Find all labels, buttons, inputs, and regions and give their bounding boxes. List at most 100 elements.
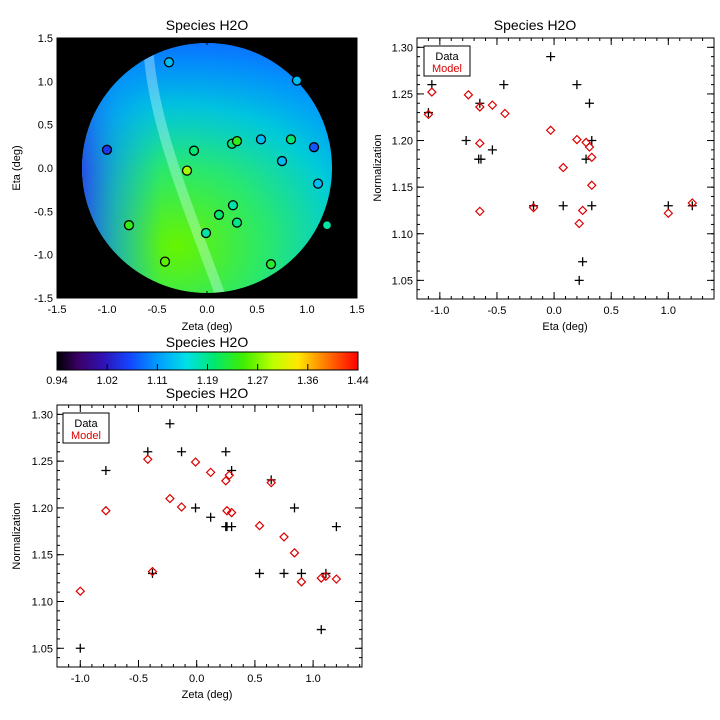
map-point (181, 165, 193, 176)
scatter-zeta-frame (56, 404, 363, 668)
model-point-diamond (577, 205, 588, 216)
map-point (276, 155, 288, 167)
scatter-eta-x-label: Eta (deg) (542, 321, 587, 333)
scatter-eta-title: Species H2O (494, 17, 577, 33)
model-point-diamond (101, 505, 111, 516)
scatter0-y-tick-label: 1.30 (392, 42, 413, 54)
map-x-tick-label: 0.0 (199, 304, 214, 316)
data-point-plus (321, 568, 331, 578)
model-point-diamond (316, 573, 327, 583)
scatter0-y-tick-label: 1.25 (392, 89, 413, 101)
scatter0-y-tick-label: 1.15 (392, 182, 413, 194)
model-point-diamond (687, 198, 698, 208)
model-point-diamond (474, 138, 485, 149)
data-point-plus (572, 80, 582, 90)
scatter1-y-tick-label: 1.20 (32, 503, 53, 515)
map-point (231, 217, 243, 228)
data-point-plus (476, 154, 486, 164)
scatter-zeta-legend: Data Model (62, 412, 110, 444)
model-point-diamond (147, 566, 158, 577)
map-y-tick-label: 1.0 (38, 76, 53, 88)
scatter1-y-tick-label: 1.25 (32, 456, 53, 468)
map-point (188, 145, 200, 156)
map-point (308, 142, 320, 153)
map-x-tick-label: -1.5 (48, 304, 67, 316)
map-disk (82, 43, 332, 293)
scatter-zeta-x-axis: -1.0 -0.5 0.0 0.5 1.0 (68, 405, 361, 685)
data-point-plus (584, 98, 594, 108)
map-point (231, 135, 243, 147)
scatter0-y-tick-label: 1.10 (392, 229, 413, 241)
data-point-plus (529, 201, 539, 211)
model-point-diamond (142, 454, 153, 465)
data-point-plus (177, 447, 187, 457)
model-point-diamond (190, 457, 201, 467)
map-x-tick-label: 0.5 (249, 304, 264, 316)
scatter-zeta-y-label: Normalization (11, 502, 23, 569)
scatter1-x-tick-label: 0.0 (189, 673, 204, 685)
scatter0-x-tick-label: 1.0 (661, 305, 676, 317)
scatter0-x-tick-label: -0.5 (487, 305, 506, 317)
colorbar-tick-label: 1.27 (247, 375, 268, 387)
scatter-zeta-legend-model: Model (71, 430, 101, 442)
data-point-plus (587, 201, 597, 211)
data-point-plus (316, 625, 326, 635)
model-point-diamond (205, 467, 216, 478)
map-points (101, 57, 333, 270)
model-point-diamond (474, 102, 485, 112)
scatter-eta-panel: Species H2O -1.0 -0.5 0.0 0.5 1.0 1.051.101.… (372, 17, 715, 333)
model-point-diamond (584, 142, 595, 152)
scatter-zeta-title: Species H2O (166, 385, 249, 401)
data-point-plus (227, 522, 237, 532)
scatter-zeta-panel: Species H2O -1.0 -0.5 0.0 0.5 1.0 1.051.101.… (11, 385, 363, 701)
map-point (227, 200, 239, 211)
data-point-plus (687, 201, 697, 211)
map-point (291, 75, 303, 86)
model-point-diamond (586, 180, 597, 191)
data-point-plus (574, 275, 584, 285)
model-point-diamond (266, 477, 277, 488)
map-point (255, 134, 267, 145)
model-point-diamond (581, 137, 591, 148)
map-y-label: Eta (deg) (11, 145, 23, 190)
scatter0-x-tick-label: 0.0 (546, 305, 561, 317)
data-point-plus (461, 136, 471, 146)
scatter-eta-marks (423, 52, 698, 285)
colorbar-tick-label: 1.11 (147, 375, 168, 387)
data-point-plus (331, 522, 341, 532)
model-point-diamond (176, 502, 187, 512)
map-x-tick-label: 1.5 (349, 304, 364, 316)
map-title: Species H2O (166, 17, 249, 33)
map-point (200, 227, 212, 239)
model-point-diamond (463, 90, 474, 100)
colorbar-tick-label: 1.36 (297, 375, 318, 387)
model-point-diamond (321, 571, 331, 582)
model-point-diamond (572, 134, 582, 145)
colorbar-tick-label: 1.19 (197, 375, 218, 387)
data-point-plus (578, 257, 588, 267)
model-point-diamond (165, 493, 175, 504)
model-point-diamond (528, 202, 539, 213)
model-point-diamond (586, 152, 597, 163)
data-point-plus (266, 475, 276, 485)
map-point (321, 220, 333, 231)
colorbar: Species H2O 0.94 1.02 1.11 1.19 1.27 1.36 1.44 (46, 334, 368, 387)
map-x-axis: -1.5 -1.0 -0.5 0.0 0.5 1.0 1.5 (48, 38, 365, 316)
colorbar-tick-label: 1.44 (347, 375, 368, 387)
data-point-plus (147, 568, 157, 578)
data-point-plus (75, 643, 85, 653)
model-point-diamond (663, 208, 674, 219)
scatter0-x-tick-label: -1.0 (430, 305, 449, 317)
map-point (312, 178, 324, 189)
map-y-axis: -1.5 -1.0 -0.5 0.0 0.5 1.0 1.5 (34, 33, 357, 305)
data-point-plus (289, 503, 299, 513)
scatter-eta-legend-model: Model (432, 63, 462, 75)
model-point-diamond (331, 574, 342, 584)
colorbar-title: Species H2O (166, 334, 249, 350)
scatter1-y-tick-label: 1.15 (32, 550, 53, 562)
scatter0-y-tick-label: 1.05 (392, 275, 413, 287)
scatter1-x-tick-label: -1.0 (71, 673, 90, 685)
scatter1-x-tick-label: 0.5 (247, 673, 262, 685)
map-y-tick-label: -1.5 (34, 293, 53, 305)
